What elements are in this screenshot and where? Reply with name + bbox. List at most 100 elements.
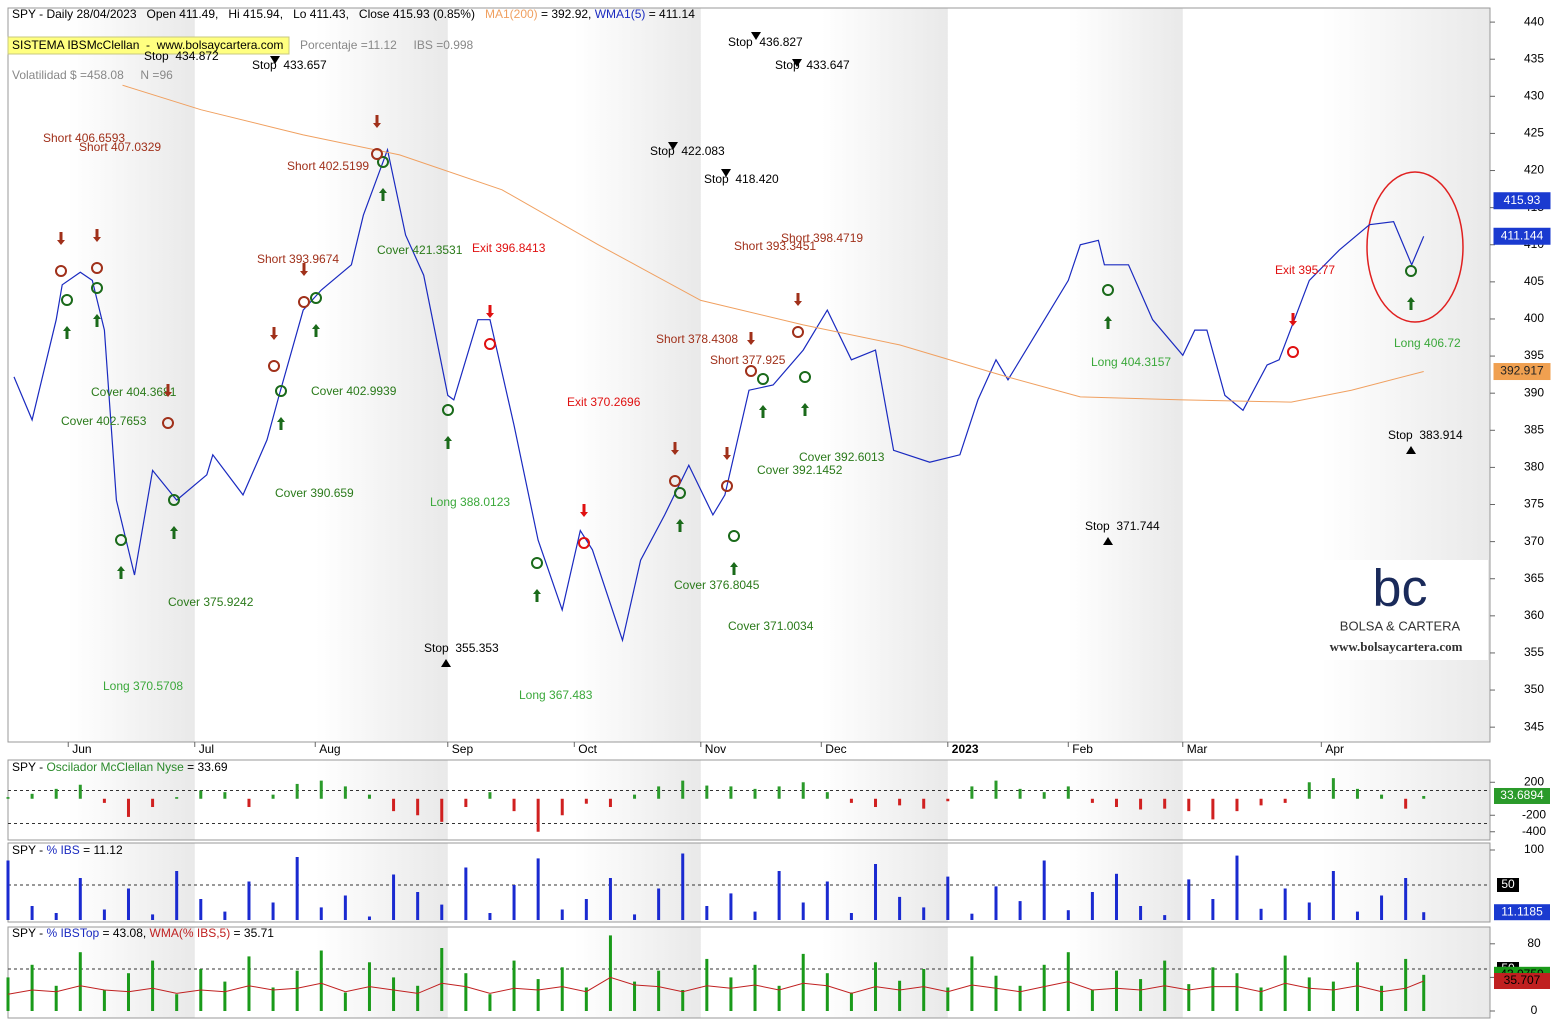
signal-circle	[91, 262, 103, 274]
histogram-bar	[464, 798, 468, 808]
level-label: 50	[1501, 877, 1515, 891]
arrow-up	[117, 566, 125, 579]
signal-label: Exit 370.2696	[567, 395, 641, 409]
histogram-bar	[199, 790, 203, 799]
histogram-bar	[633, 914, 637, 920]
histogram-bar	[874, 798, 878, 808]
signal-label: Stop 355.353	[424, 641, 499, 655]
title-part: = 35.71	[230, 926, 274, 940]
volatility: Volatilidad $ =458.08 N =96	[12, 68, 173, 82]
signal-label: Long 404.3157	[1091, 355, 1171, 369]
signal-label: Short 402.5199	[287, 159, 369, 173]
histogram-bar	[78, 878, 82, 920]
histogram-bar	[1307, 902, 1311, 920]
signal-label: Short 406.6593	[43, 131, 125, 145]
y-tick-label: 435	[1524, 51, 1544, 65]
signal-circle	[531, 557, 543, 569]
y-tick-label: 430	[1524, 88, 1544, 102]
histogram-bar	[102, 990, 106, 1011]
histogram-bar	[102, 909, 106, 920]
histogram-bar	[1163, 915, 1167, 920]
signal-label: Short 393.3451	[734, 239, 816, 253]
stop-triangle	[721, 169, 731, 177]
histogram-bar	[1404, 878, 1408, 920]
signal-label: Exit 395.77	[1275, 263, 1335, 277]
stop-triangle	[441, 659, 451, 667]
logo-name: BOLSA & CARTERA	[1340, 618, 1461, 633]
panel-title: SPY - % IBSTop = 43.08, WMA(% IBS,5) = 3…	[12, 926, 274, 940]
histogram-bar	[946, 987, 950, 1011]
histogram-bar	[1422, 912, 1426, 920]
signal-circle	[674, 487, 686, 499]
histogram-bar	[970, 956, 974, 1011]
histogram-bar	[54, 788, 58, 799]
y-tick-label: -200	[1522, 807, 1546, 821]
histogram-bar	[825, 881, 829, 920]
signal-circle	[162, 417, 174, 429]
histogram-bar	[801, 782, 805, 799]
signal-label: Short 398.4719	[781, 231, 863, 245]
month-band	[1068, 843, 1183, 922]
month-band	[315, 843, 448, 922]
histogram-bar	[729, 786, 733, 799]
arrow-up	[1104, 316, 1112, 329]
histogram-bar	[199, 899, 203, 920]
signal-circle	[371, 148, 383, 160]
histogram-bar	[801, 953, 805, 1011]
histogram-bar	[6, 797, 10, 799]
histogram-bar	[849, 913, 853, 920]
x-tick-label: Aug	[319, 742, 340, 756]
histogram-bar	[175, 797, 179, 799]
signal-label: Stop 383.914	[1388, 428, 1463, 442]
arrow-down	[486, 305, 494, 318]
histogram-bar	[295, 857, 299, 920]
month-band	[315, 927, 448, 1018]
histogram-bar	[343, 895, 347, 920]
histogram-bar	[1355, 962, 1359, 1011]
histogram-bar	[922, 907, 926, 920]
system-box	[7, 36, 290, 55]
signal-label: Long 406.72	[1394, 336, 1461, 350]
y-tick-label: 345	[1524, 719, 1544, 733]
histogram-bar	[102, 798, 106, 803]
histogram-bar	[54, 985, 58, 1011]
histogram-bar	[608, 878, 612, 920]
signal-circle	[168, 494, 180, 506]
signal-circle	[799, 371, 811, 383]
histogram-bar	[126, 798, 130, 817]
signal-label: Cover 402.9939	[311, 384, 397, 398]
signal-circle	[310, 292, 322, 304]
signal-label: Cover 371.0034	[728, 619, 814, 633]
signal-circle	[61, 294, 73, 306]
histogram-bar	[175, 871, 179, 920]
y-tick-label: 420	[1524, 163, 1544, 177]
histogram-bar	[1163, 798, 1167, 809]
histogram-bar	[705, 958, 709, 1011]
histogram-bar	[1331, 981, 1335, 1011]
signal-label: Stop 436.827	[728, 35, 803, 49]
price-marker-label: 392.917	[1500, 364, 1544, 378]
histogram-bar	[753, 911, 757, 920]
stop-triangle	[270, 56, 280, 64]
histogram-bar	[271, 987, 275, 1011]
month-band	[574, 843, 701, 922]
histogram-bar	[271, 902, 275, 920]
signal-label: Cover 390.659	[275, 486, 354, 500]
panel-title: SPY - Daily 28/04/2023 Open 411.49, Hi 4…	[12, 7, 695, 21]
logo-bg	[1312, 560, 1488, 660]
histogram-bar	[1114, 970, 1118, 1011]
month-band	[574, 8, 701, 742]
histogram-bar	[295, 783, 299, 799]
histogram-bar	[1114, 873, 1118, 920]
histogram-bar	[681, 780, 685, 799]
histogram-bar	[729, 977, 733, 1011]
signal-label: Cover 392.6013	[799, 450, 885, 464]
value-box	[1494, 973, 1550, 990]
month-band	[315, 8, 448, 742]
arrow-down	[93, 229, 101, 242]
histogram-bar	[584, 987, 588, 1011]
arrow-down	[57, 232, 65, 245]
histogram-bar	[416, 892, 420, 920]
histogram-bar	[1355, 788, 1359, 799]
histogram-bar	[1187, 798, 1191, 812]
